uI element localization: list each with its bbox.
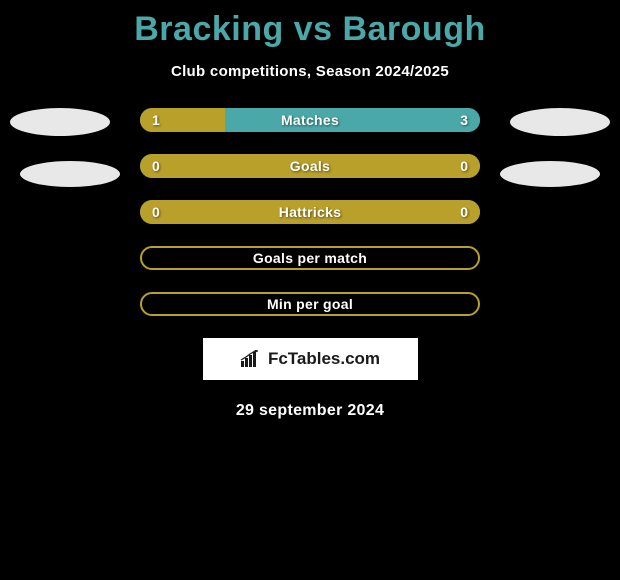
player-left-avatar-2 <box>20 161 120 187</box>
player-right-avatar-1 <box>510 108 610 136</box>
bar-label: Matches <box>140 108 480 132</box>
subtitle: Club competitions, Season 2024/2025 <box>0 63 620 80</box>
brand-box: FcTables.com <box>203 338 418 380</box>
bar-label: Min per goal <box>142 294 478 314</box>
bar-row-goals-per-match: Goals per match <box>140 246 480 270</box>
bar-label: Hattricks <box>140 200 480 224</box>
footer-date: 29 september 2024 <box>0 402 620 420</box>
bar-row-matches: 1 Matches 3 <box>140 108 480 132</box>
bar-value-right: 0 <box>460 154 468 178</box>
bar-row-goals: 0 Goals 0 <box>140 154 480 178</box>
player-left-avatar-1 <box>10 108 110 136</box>
bar-row-hattricks: 0 Hattricks 0 <box>140 200 480 224</box>
stats-area: 1 Matches 3 0 Goals 0 0 Hattricks 0 Goal… <box>0 108 620 316</box>
bar-label: Goals per match <box>142 248 478 268</box>
page-title: Bracking vs Barough <box>0 0 620 49</box>
player-right-avatar-2 <box>500 161 600 187</box>
comparison-bars: 1 Matches 3 0 Goals 0 0 Hattricks 0 Goal… <box>140 108 480 316</box>
bar-value-right: 0 <box>460 200 468 224</box>
bar-value-right: 3 <box>460 108 468 132</box>
bar-label: Goals <box>140 154 480 178</box>
bar-chart-icon <box>240 350 262 368</box>
bar-row-min-per-goal: Min per goal <box>140 292 480 316</box>
brand-text: FcTables.com <box>268 349 380 369</box>
